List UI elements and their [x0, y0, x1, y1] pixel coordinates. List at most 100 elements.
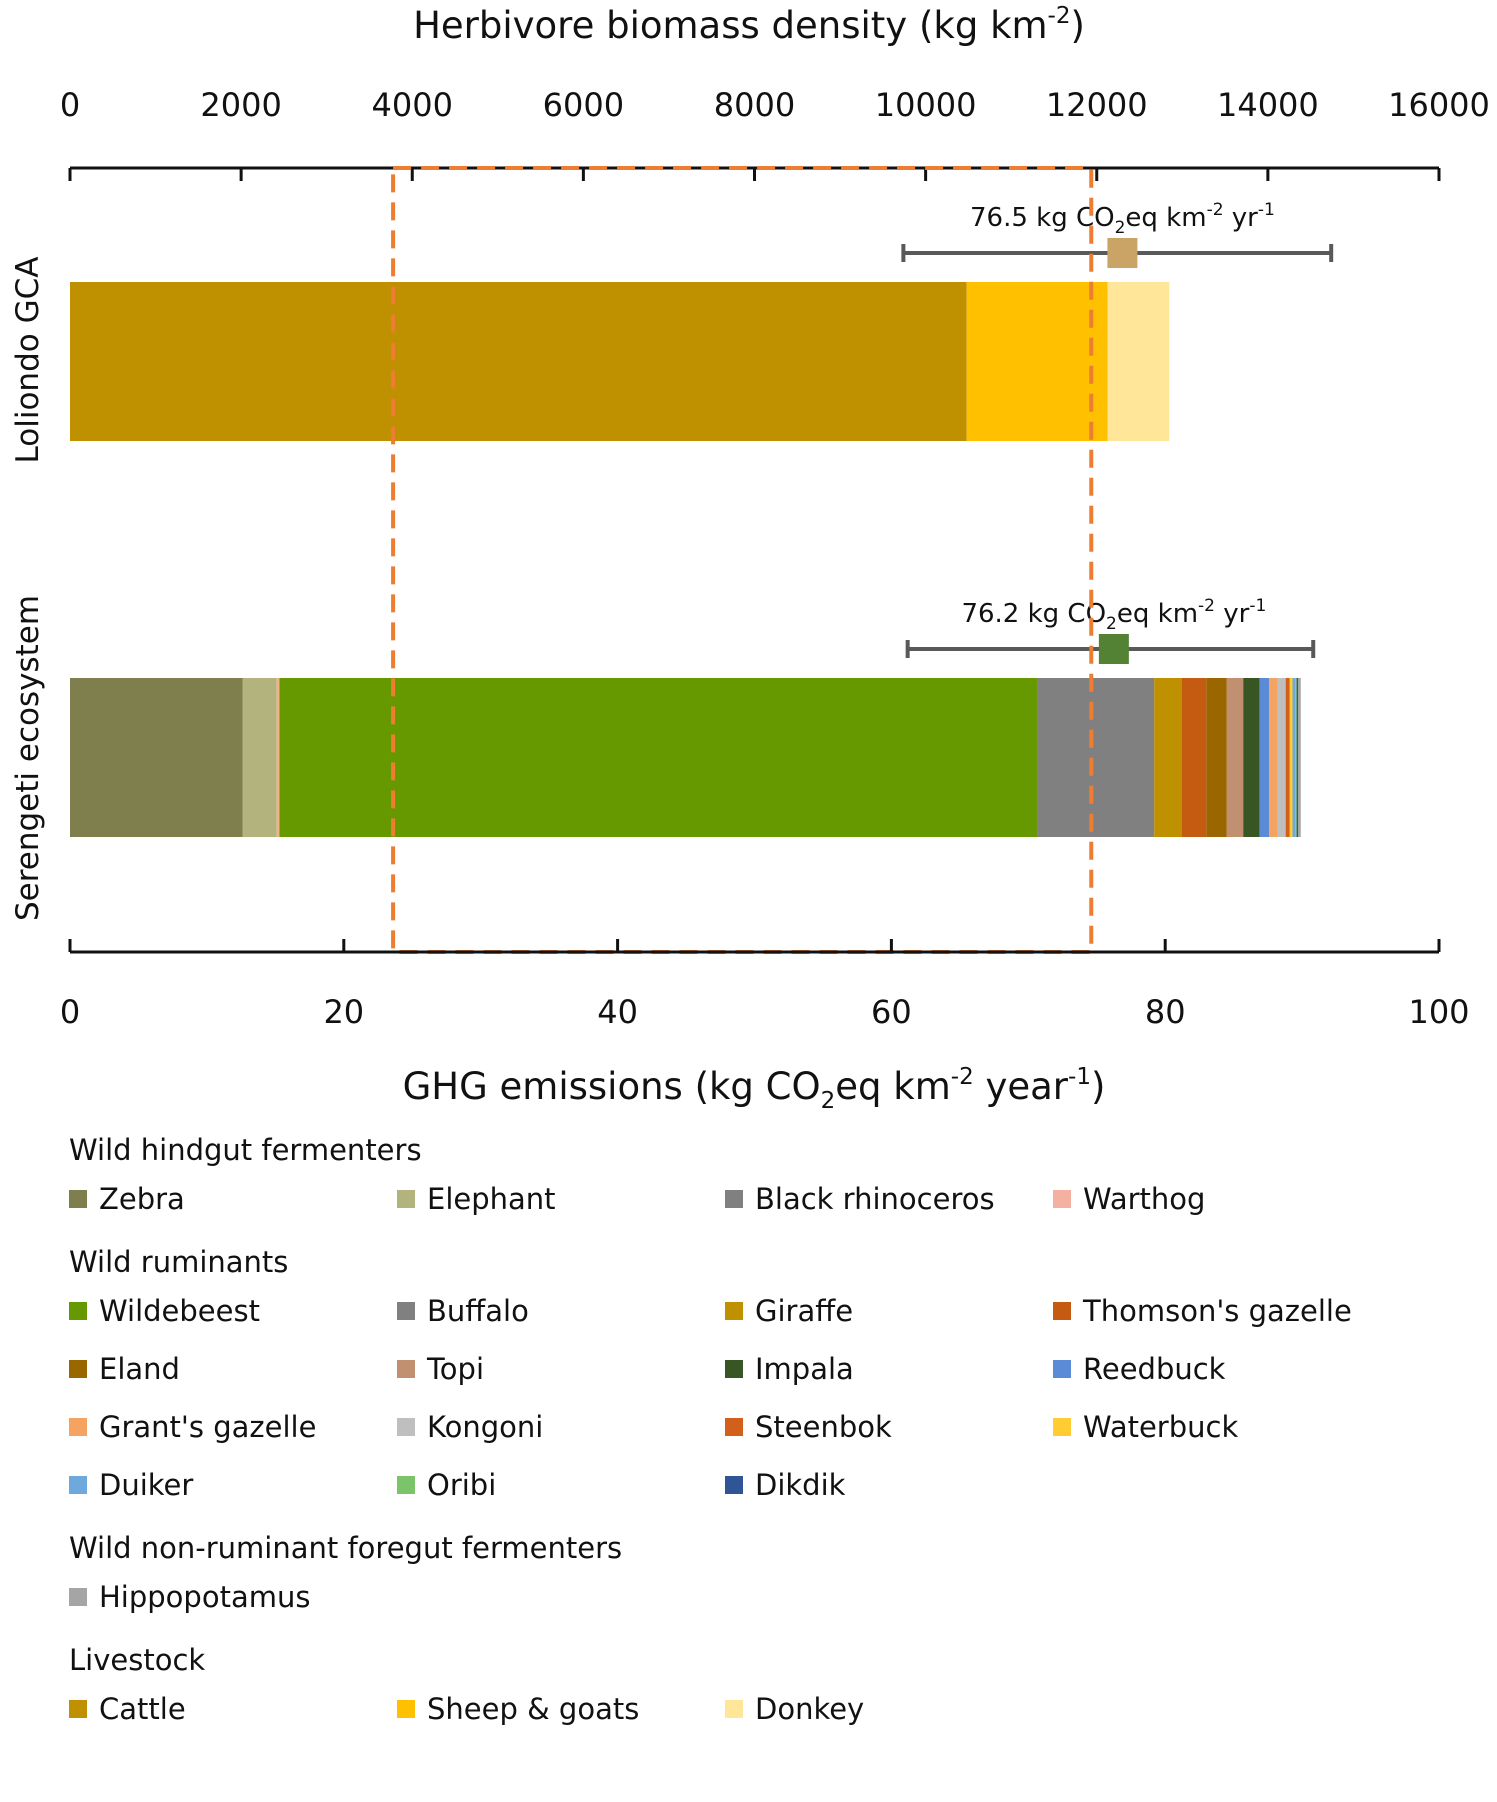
legend-swatch — [397, 1476, 415, 1494]
legend-swatch — [397, 1700, 415, 1718]
bar-segment-topi — [1226, 678, 1244, 837]
legend-label: Waterbuck — [1083, 1410, 1239, 1444]
bottom-axis-ticks: 0 20 40 60 80 100 — [60, 939, 1470, 1031]
legend-label: Grant's gazelle — [99, 1410, 317, 1444]
legend-swatch — [725, 1700, 743, 1718]
top-tick-label: 2000 — [200, 86, 281, 124]
top-axis-ticks: 0 2000 4000 6000 8000 10000 12000 14000 16000 — [60, 86, 1490, 181]
legend-item-thomson-s-gazelle: Thomson's gazelle — [1053, 1294, 1381, 1328]
legend-swatch — [69, 1700, 87, 1718]
legend-group-wild-non-ruminant-foregut-fermenters: Wild non-ruminant foregut fermenters Hipp… — [69, 1528, 1479, 1626]
legend-row: Hippopotamus — [69, 1568, 1479, 1626]
bar-segment-eland — [1206, 678, 1227, 837]
biomass-label: 76.2 kg CO2eq km-2 yr-1 — [961, 596, 1266, 634]
legend-group-title: Livestock — [69, 1643, 206, 1677]
bar-segment-wildebeest — [279, 678, 1038, 837]
bar-segment-thomson-s-gazelle — [1181, 678, 1207, 837]
legend-label: Buffalo — [427, 1294, 529, 1328]
legend-swatch — [1053, 1418, 1071, 1436]
legend-item-elephant: Elephant — [397, 1182, 725, 1216]
legend-item-giraffe: Giraffe — [725, 1294, 1053, 1328]
legend-item-wildebeest: Wildebeest — [69, 1294, 397, 1328]
legend-label: Reedbuck — [1083, 1352, 1226, 1386]
legend-swatch — [1053, 1190, 1071, 1208]
biomass-marker — [1098, 634, 1129, 664]
legend-swatch — [397, 1360, 415, 1378]
legend-item-donkey: Donkey — [725, 1692, 1053, 1726]
bar-segment-giraffe — [1154, 678, 1182, 837]
category-label-serengeti: Serengeti ecosystem — [10, 595, 46, 921]
legend-row: Grant's gazelle Kongoni Steenbok Waterbuck — [69, 1398, 1479, 1456]
bottom-tick-label: 100 — [1408, 993, 1469, 1031]
legend-item-oribi: Oribi — [397, 1468, 725, 1502]
bar-segment-grant-s-gazelle — [1269, 678, 1278, 837]
top-axis-title: Herbivore biomass density (kg km-2) — [413, 3, 1085, 47]
legend-item-steenbok: Steenbok — [725, 1410, 1053, 1444]
legend-item-eland: Eland — [69, 1352, 397, 1386]
legend-item-hippopotamus: Hippopotamus — [69, 1580, 397, 1614]
legend-row: Wildebeest Buffalo Giraffe Thomson's gazell… — [69, 1282, 1479, 1340]
legend-item-kongoni: Kongoni — [397, 1410, 725, 1444]
legend-group-wild-ruminants: Wild ruminants Wildebeest Buffalo Giraffe Th… — [69, 1242, 1479, 1514]
legend-label: Zebra — [99, 1182, 185, 1216]
bar-segment-oribi — [1295, 678, 1297, 837]
legend-item-waterbuck: Waterbuck — [1053, 1410, 1381, 1444]
bar-segment-buffalo — [1037, 678, 1155, 837]
bar-segment-reedbuck — [1259, 678, 1270, 837]
legend-item-grant-s-gazelle: Grant's gazelle — [69, 1410, 397, 1444]
bar-segment-duiker — [1292, 678, 1296, 837]
legend-label: Donkey — [755, 1692, 865, 1726]
legend-label: Dikdik — [755, 1468, 846, 1502]
top-tick-label: 0 — [60, 86, 80, 124]
top-tick-label: 6000 — [543, 86, 624, 124]
legend-label: Black rhinoceros — [755, 1182, 995, 1216]
bar-segment-waterbuck — [1289, 678, 1293, 837]
legend-label: Hippopotamus — [99, 1580, 311, 1614]
legend-swatch — [69, 1588, 87, 1606]
bar-segment-zebra — [70, 678, 243, 837]
legend-label: Eland — [99, 1352, 180, 1386]
bar-segment-dikdik — [1296, 678, 1298, 837]
legend-swatch — [725, 1476, 743, 1494]
legend-swatch — [1053, 1302, 1071, 1320]
legend-group-title: Wild hindgut fermenters — [69, 1133, 422, 1167]
legend-item-cattle: Cattle — [69, 1692, 397, 1726]
legend-label: Giraffe — [755, 1294, 854, 1328]
legend-swatch — [69, 1302, 87, 1320]
biomass-markers: 76.5 kg CO2eq km-2 yr-1 76.2 kg CO2eq km-… — [901, 200, 1334, 664]
bottom-tick-label: 0 — [60, 993, 80, 1031]
bar-segment-donkey — [1107, 282, 1170, 441]
legend-swatch — [725, 1418, 743, 1436]
legend-item-black-rhinoceros: Black rhinoceros — [725, 1182, 1053, 1216]
top-tick-label: 16000 — [1388, 86, 1490, 124]
legend-item-duiker: Duiker — [69, 1468, 397, 1502]
top-tick-label: 4000 — [372, 86, 453, 124]
legend-row: Duiker Oribi Dikdik — [69, 1456, 1479, 1514]
legend-label: Kongoni — [427, 1410, 544, 1444]
legend-swatch — [397, 1418, 415, 1436]
bottom-tick-label: 40 — [597, 993, 638, 1031]
legend-group-title: Wild non-ruminant foregut fermenters — [69, 1531, 623, 1565]
bar-segment-cattle — [70, 282, 967, 441]
legend-label: Cattle — [99, 1692, 186, 1726]
top-tick-label: 14000 — [1217, 86, 1319, 124]
chart: Herbivore biomass density (kg km-2) 0 200… — [10, 3, 1490, 1114]
category-label-loliondo: Loliondo GCA — [10, 257, 46, 464]
legend-item-warthog: Warthog — [1053, 1182, 1381, 1216]
legend-item-dikdik: Dikdik — [725, 1468, 1053, 1502]
bottom-tick-label: 20 — [323, 993, 364, 1031]
legend-group-title: Wild ruminants — [69, 1245, 289, 1279]
biomass-label: 76.5 kg CO2eq km-2 yr-1 — [970, 200, 1275, 238]
legend-item-sheep-goats: Sheep & goats — [397, 1692, 725, 1726]
legend-label: Thomson's gazelle — [1083, 1294, 1352, 1328]
legend-row: Zebra Elephant Black rhinoceros Warthog — [69, 1170, 1479, 1228]
bar-segment-steenbok — [1285, 678, 1290, 837]
legend-label: Topi — [427, 1352, 484, 1386]
legend-swatch — [69, 1418, 87, 1436]
top-tick-label: 8000 — [714, 86, 795, 124]
bottom-tick-label: 80 — [1145, 993, 1186, 1031]
legend-label: Oribi — [427, 1468, 497, 1502]
legend-swatch — [69, 1360, 87, 1378]
bar-segment-hippopotamus — [1297, 678, 1301, 837]
bar-segment-warthog — [276, 678, 280, 837]
